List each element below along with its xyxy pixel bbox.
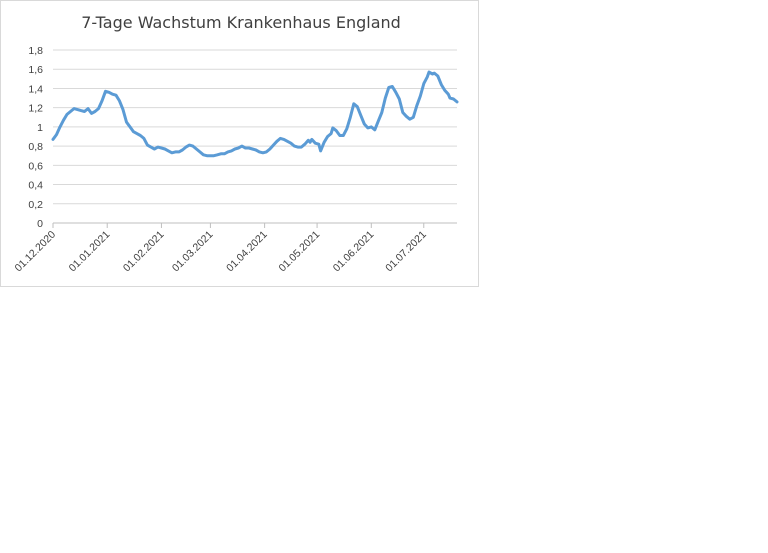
x-tick-label: 01.07.2021 <box>383 229 429 275</box>
y-tick-label: 0,6 <box>28 160 43 172</box>
series-line <box>51 70 459 158</box>
series-layer <box>51 70 459 158</box>
x-tick-label: 01.06.2021 <box>331 229 377 275</box>
gridlines <box>53 49 457 205</box>
chart-title: 7-Tage Wachstum Krankenhaus England <box>81 13 401 32</box>
x-tick-label: 01.05.2021 <box>277 229 323 275</box>
line-chart: 7-Tage Wachstum Krankenhaus England 0 0,2… <box>12 13 459 275</box>
y-tick-label: 1,4 <box>28 83 43 95</box>
x-tick-label: 01.03.2021 <box>170 229 216 275</box>
y-tick-label: 1,6 <box>28 64 43 76</box>
x-tick-label: 01.01.2021 <box>67 229 113 275</box>
chart-frame: 7-Tage Wachstum Krankenhaus England 0 0,2… <box>0 0 479 287</box>
y-tick-label: 0,2 <box>28 199 43 211</box>
x-tick-label: 01.02.2021 <box>121 229 167 275</box>
y-axis: 0 0,2 0,4 0,6 0,8 1 1,2 1,4 1,6 1,8 <box>28 45 43 230</box>
y-tick-label: 0,4 <box>28 180 43 192</box>
y-tick-label: 1,8 <box>28 45 43 57</box>
y-tick-label: 1,2 <box>28 103 43 115</box>
x-tick-label: 01.04.2021 <box>224 229 270 275</box>
x-tick-label: 01.12.2020 <box>12 229 58 275</box>
y-tick-label: 1 <box>37 122 43 134</box>
y-tick-label: 0,8 <box>28 141 43 153</box>
y-tick-label: 0 <box>37 218 43 230</box>
x-axis: 01.12.2020 01.01.2021 01.02.2021 01.03.2021… <box>12 222 457 275</box>
